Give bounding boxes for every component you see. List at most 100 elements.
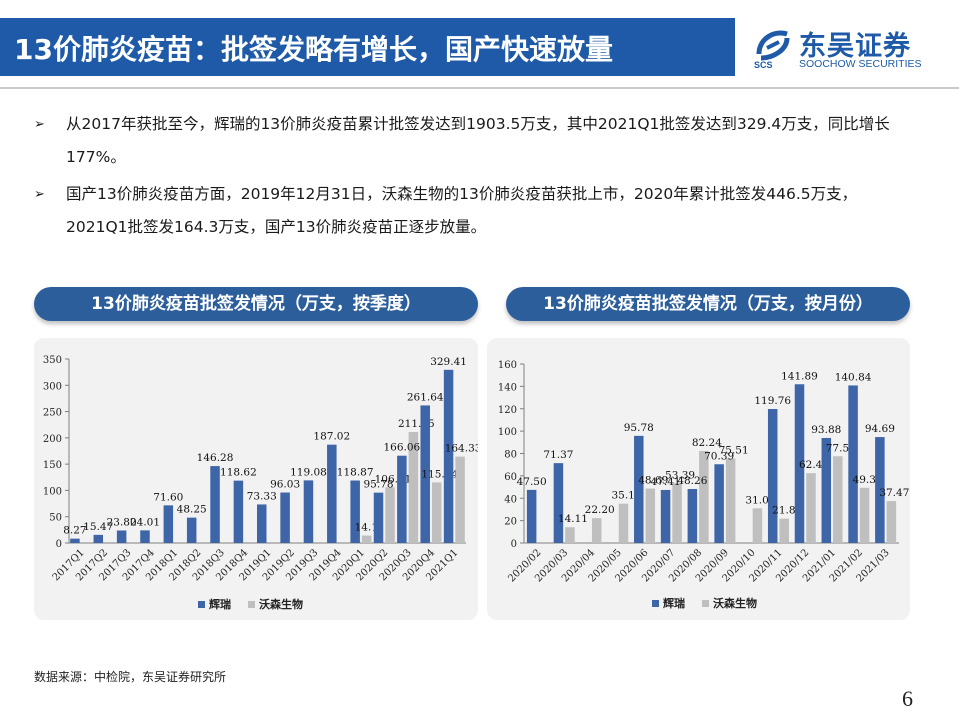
- bullet-text: 国产13价肺炎疫苗方面，2019年12月31日，沃森生物的13价肺炎疫苗获批上市…: [66, 185, 858, 236]
- data-label-pfizer: 119.08: [290, 466, 327, 478]
- bar-walvax: [859, 487, 870, 543]
- bar-pfizer: [233, 480, 244, 543]
- bar-walvax: [385, 487, 395, 543]
- bar-pfizer: [767, 409, 778, 543]
- bar-pfizer: [397, 455, 407, 543]
- data-label-walvax: 21.80: [772, 505, 802, 517]
- y-tick-label: 160: [498, 360, 517, 371]
- bar-pfizer: [420, 405, 430, 543]
- y-tick-label: 100: [498, 427, 517, 438]
- logo-en-name: SOOCHOW SECURITIES: [799, 58, 922, 70]
- bar-walvax: [672, 483, 682, 543]
- legend-label-walvax: 沃森生物: [713, 596, 757, 610]
- data-label-pfizer: 70.39: [704, 450, 734, 462]
- legend-swatch-walvax: [702, 600, 709, 607]
- data-label-pfizer: 118.62: [220, 467, 257, 479]
- y-tick-label: 40: [504, 494, 517, 505]
- data-label-walvax: 31.01: [745, 494, 775, 506]
- bar-pfizer: [553, 463, 564, 543]
- data-label-pfizer: 187.02: [313, 431, 350, 443]
- bullet-item: ➢ 从2017年获批至今，辉瑞的13价肺炎疫苗累计批签发达到1903.5万支，其…: [34, 108, 914, 174]
- header-divider: [0, 87, 959, 89]
- bar-pfizer: [210, 466, 220, 543]
- y-tick-label: 120: [498, 405, 517, 416]
- bar-walvax: [725, 458, 736, 543]
- data-label-pfizer: 166.06: [383, 442, 420, 454]
- bar-walvax: [591, 518, 602, 543]
- title-bar: 13价肺炎疫苗：批签发略有增长，国产快速放量: [0, 18, 735, 76]
- y-tick-label: 80: [504, 450, 517, 461]
- y-tick-label: 140: [498, 382, 517, 393]
- logo-abbr: SCS: [754, 60, 773, 70]
- data-label-walvax: 35.12: [611, 490, 641, 502]
- bar-pfizer: [526, 489, 537, 543]
- bullet-arrow-icon: ➢: [34, 187, 45, 202]
- data-label-pfizer: 71.60: [153, 491, 183, 503]
- bar-pfizer: [163, 505, 174, 543]
- chart-header-monthly: 13价肺炎疫苗批签发情况（万支，按月份）: [506, 287, 910, 321]
- bullet-text: 从2017年获批至今，辉瑞的13价肺炎疫苗累计批签发达到1903.5万支，其中2…: [66, 115, 890, 166]
- page-title: 13价肺炎疫苗：批签发略有增长，国产快速放量: [14, 33, 613, 66]
- chart-panel-quarterly: 0 50 100 150 200 250 300 350 8.27 2017Q1 15.47 2017…: [34, 338, 482, 620]
- data-source: 数据来源：中检院，东吴证券研究所: [34, 670, 227, 684]
- bar-pfizer: [257, 504, 267, 543]
- legend-label-pfizer: 辉瑞: [209, 597, 231, 611]
- bar-pfizer: [848, 385, 858, 543]
- y-tick-label: 200: [43, 434, 62, 445]
- data-label-pfizer: 140.84: [835, 371, 872, 383]
- page-number: 6: [902, 686, 913, 711]
- y-tick-label: 300: [43, 381, 62, 392]
- data-label-pfizer: 48.26: [677, 475, 707, 487]
- data-label-pfizer: 118.87: [337, 467, 374, 479]
- chart-header-quarterly: 13价肺炎疫苗批签发情况（万支，按季度）: [34, 287, 478, 321]
- bar-walvax: [431, 482, 442, 543]
- bar-pfizer: [350, 480, 360, 543]
- bar-pfizer: [634, 435, 644, 543]
- y-tick-label: 350: [43, 355, 62, 366]
- bar-pfizer: [687, 489, 698, 543]
- monthly-bar-chart: 02040608010012014016047.502020/0271.3714…: [498, 360, 909, 610]
- bar-pfizer: [714, 464, 724, 543]
- y-tick-label: 60: [504, 472, 517, 483]
- bar-pfizer: [660, 489, 671, 543]
- data-label-walvax: 22.20: [585, 504, 615, 516]
- data-label-pfizer: 95.78: [624, 422, 654, 434]
- data-label-walvax: 62.43: [799, 459, 829, 471]
- bar-pfizer: [70, 538, 80, 543]
- data-label-walvax: 48.69: [638, 475, 668, 487]
- data-label-pfizer: 47.41: [651, 476, 681, 488]
- data-label-pfizer: 93.88: [811, 424, 841, 436]
- quarterly-bar-chart: 0501001502002503003508.272017Q115.472017…: [43, 355, 482, 611]
- bar-walvax: [565, 527, 575, 543]
- data-label-pfizer: 73.33: [247, 490, 277, 502]
- bar-pfizer: [373, 492, 384, 543]
- bar-pfizer: [93, 534, 104, 543]
- bar-walvax: [618, 503, 629, 543]
- data-label-pfizer: 23.80: [107, 516, 137, 528]
- company-logo: SCS 东吴证券 SOOCHOW SECURITIES: [753, 24, 949, 74]
- data-label-pfizer: 261.64: [407, 391, 444, 403]
- data-label-pfizer: 47.50: [517, 476, 547, 488]
- bar-pfizer: [280, 492, 290, 543]
- bar-walvax: [752, 508, 763, 543]
- y-tick-label: 0: [511, 539, 517, 550]
- bar-pfizer: [186, 517, 197, 543]
- y-tick-label: 250: [43, 408, 62, 419]
- bar-walvax: [408, 431, 419, 543]
- chart-panel-monthly: 0 20 40 60 80 100 120 140 160 47.50 2020/02 71.37 14…: [487, 338, 910, 620]
- legend-swatch-walvax: [248, 601, 255, 608]
- data-label-pfizer: 96.03: [270, 479, 300, 491]
- data-label-walvax: 164.33: [445, 443, 478, 455]
- data-label-pfizer: 141.89: [781, 370, 818, 382]
- y-tick-label: 20: [504, 517, 517, 528]
- data-label-walvax: 53.39: [665, 469, 695, 481]
- y-tick-label: 150: [43, 460, 62, 471]
- data-label-pfizer: 15.47: [83, 521, 113, 533]
- data-label-pfizer: 48.25: [177, 504, 207, 516]
- bar-pfizer: [443, 369, 454, 543]
- y-tick-label: 50: [49, 513, 62, 524]
- legend-label-pfizer: 辉瑞: [663, 596, 685, 610]
- data-label-walvax: 75.51: [719, 445, 749, 457]
- bar-pfizer: [327, 444, 337, 543]
- data-label-walvax: 37.47: [879, 487, 909, 499]
